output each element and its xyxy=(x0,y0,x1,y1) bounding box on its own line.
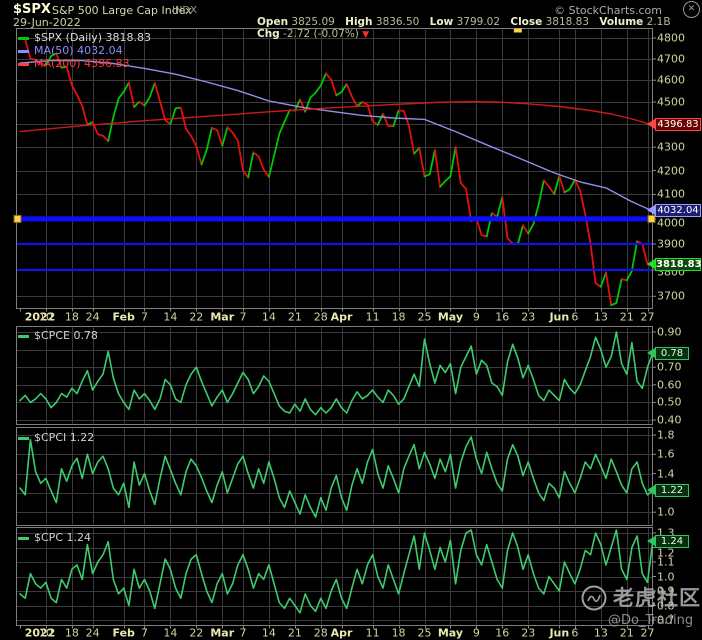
high-label: High xyxy=(345,16,373,28)
volume-value: 2.1B xyxy=(646,16,671,28)
close-icon[interactable]: ✕ xyxy=(683,1,700,18)
low-label: Low xyxy=(429,16,454,28)
legend-ma50: MA(50) 4032.04 xyxy=(18,44,123,57)
close-label: Close xyxy=(510,16,543,28)
legend-ma200-label: MA(200) 4396.83 xyxy=(34,57,130,70)
cpci-value-badge: 1.22 xyxy=(647,484,689,497)
legend-cpce: $CPCE 0.78 xyxy=(18,329,98,342)
annotation-handle xyxy=(513,28,522,33)
legend-ma200: MA(200) 4396.83 xyxy=(18,57,130,70)
cpc-line-swatch xyxy=(18,536,29,540)
legend-cpci: $CPCI 1.22 xyxy=(18,431,94,444)
badge-arrow-icon xyxy=(647,536,655,546)
legend-spx: $SPX (Daily) 3818.83 xyxy=(18,31,151,44)
watermark-handle: @Do_Trading xyxy=(608,613,694,628)
spx-line-swatch xyxy=(18,36,29,40)
badge-arrow-icon xyxy=(647,348,655,358)
close-value: 3818.83 xyxy=(545,16,590,28)
chg-label: Chg xyxy=(257,28,280,40)
open-value: 3825.09 xyxy=(291,16,335,28)
exchange-label: INDX xyxy=(172,5,197,16)
legend-cpci-label: $CPCI 1.22 xyxy=(34,431,95,444)
annotation-handle xyxy=(647,214,656,223)
ma50-price-badge: 4032.04 xyxy=(647,204,701,217)
cpc-value-badge: 1.24 xyxy=(647,535,689,548)
cpce-value-badge: 0.78 xyxy=(647,347,689,360)
cpci-line-swatch xyxy=(18,436,29,440)
symbol: $SPX xyxy=(13,2,51,17)
watermark-community: 老虎社区 xyxy=(613,586,701,610)
chart-date: 29-Jun-2022 xyxy=(13,16,81,29)
last-price-badge: 3818.83 xyxy=(647,258,702,271)
copyright: © StockCharts.com xyxy=(554,4,662,17)
legend-cpc-label: $CPC 1.24 xyxy=(34,531,91,544)
low-value: 3799.02 xyxy=(456,16,501,28)
legend-ma50-label: MA(50) 4032.04 xyxy=(34,44,123,57)
symbol-name: S&P 500 Large Cap Index xyxy=(52,4,192,17)
badge-arrow-icon xyxy=(647,119,655,129)
annotation-handle xyxy=(13,214,22,223)
chg-value: -2.72 (-0.07%) xyxy=(283,28,359,40)
ma200-line-swatch xyxy=(18,62,29,66)
ma200-price-badge: 4396.83 xyxy=(647,118,701,131)
badge-arrow-icon xyxy=(647,485,655,495)
high-value: 3836.50 xyxy=(375,16,420,28)
cpce-line-swatch xyxy=(18,334,29,338)
quote-summary: Open 3825.09 High 3836.50 Low 3799.02 Cl… xyxy=(250,16,702,40)
legend-spx-label: $SPX (Daily) 3818.83 xyxy=(34,31,152,44)
tiger-logo-icon xyxy=(581,585,607,611)
legend-cpce-label: $CPCE 0.78 xyxy=(34,329,98,342)
badge-arrow-icon xyxy=(647,205,655,215)
legend-cpc: $CPC 1.24 xyxy=(18,531,91,544)
volume-label: Volume xyxy=(599,16,644,28)
down-arrow-icon: ▼ xyxy=(362,30,370,40)
open-label: Open xyxy=(257,16,289,28)
ma50-line-swatch xyxy=(18,49,29,53)
badge-arrow-icon xyxy=(647,259,655,269)
